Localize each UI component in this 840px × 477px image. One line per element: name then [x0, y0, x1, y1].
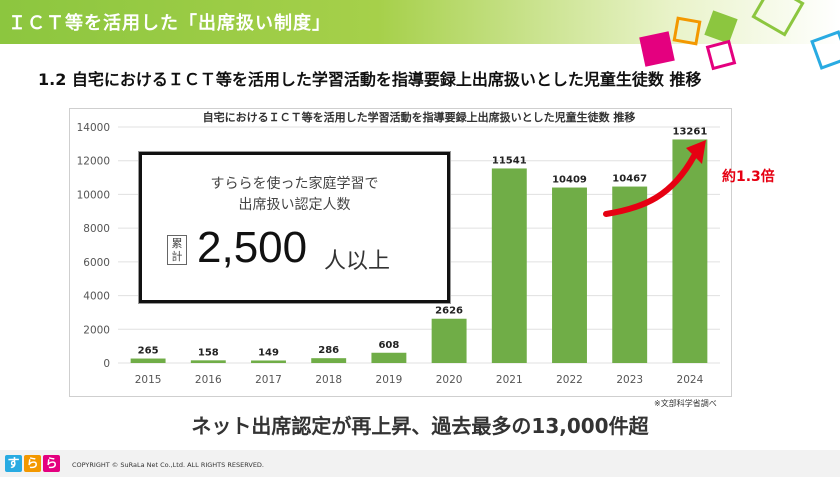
conclusion-text: ネット出席認定が再上昇、過去最多の13,000件超	[191, 414, 649, 438]
bar	[491, 168, 527, 363]
growth-arrow-icon	[603, 140, 706, 217]
cumulative-number: 2,500	[197, 223, 308, 272]
bar	[130, 358, 166, 363]
data-label: 13261	[673, 126, 708, 137]
y-tick-label: 6000	[83, 257, 110, 269]
cumulative-callout: すららを使った家庭学習で 出席扱い認定人数 累計 2,500 人以上	[139, 152, 450, 303]
y-tick-label: 8000	[83, 223, 110, 235]
callout-line2: 出席扱い認定人数	[238, 197, 351, 213]
x-tick-label: 2018	[315, 374, 342, 386]
y-tick-label: 14000	[77, 122, 110, 134]
x-tick-label: 2017	[255, 374, 282, 386]
callout-line1: すららを使った家庭学習で	[210, 176, 379, 192]
data-label: 2626	[435, 306, 463, 317]
decorative-squares	[639, 0, 840, 71]
bar	[552, 187, 587, 363]
y-tick-label: 10000	[77, 189, 110, 201]
y-tick-label: 12000	[77, 156, 110, 168]
data-label: 265	[138, 346, 159, 357]
bar	[311, 358, 347, 363]
surala-logo: す ら ら	[5, 455, 62, 472]
bar	[612, 186, 648, 363]
y-tick-label: 0	[103, 358, 110, 370]
x-tick-label: 2020	[436, 374, 463, 386]
bar	[371, 352, 407, 363]
bar	[251, 360, 286, 363]
chart-title: 自宅におけるＩＣＴ等を活用した学習活動を指導要録上出席扱いとした児童生徒数 推移	[203, 110, 636, 124]
x-tick-label: 2015	[135, 374, 162, 386]
bar-chart: 自宅におけるＩＣＴ等を活用した学習活動を指導要録上出席扱いとした児童生徒数 推移…	[77, 110, 720, 386]
data-label: 11541	[492, 155, 527, 166]
data-label: 10467	[612, 174, 647, 185]
x-tick-label: 2024	[677, 374, 704, 386]
x-tick-label: 2022	[556, 374, 583, 386]
cumulative-badge: 累計	[167, 235, 187, 265]
bar	[431, 318, 467, 363]
logo-char-1: す	[5, 455, 22, 472]
data-label: 10409	[552, 175, 587, 186]
x-tick-label: 2019	[376, 374, 403, 386]
y-tick-label: 4000	[83, 291, 110, 303]
data-label: 149	[258, 347, 279, 358]
footer-bar	[0, 450, 840, 477]
x-tick-label: 2021	[496, 374, 523, 386]
data-label: 158	[198, 347, 219, 358]
copyright-text: COPYRIGHT © SuRaLa Net Co.,Ltd. ALL RIGH…	[72, 461, 264, 469]
cumulative-unit: 人以上	[324, 249, 391, 274]
logo-char-2: ら	[24, 455, 41, 472]
growth-multiplier: 約1.3倍	[722, 169, 775, 185]
x-tick-label: 2016	[195, 374, 222, 386]
x-tick-label: 2023	[616, 374, 643, 386]
data-label: 608	[378, 340, 399, 351]
bar	[190, 360, 226, 363]
logo-char-3: ら	[43, 455, 60, 472]
y-tick-label: 2000	[83, 324, 110, 336]
page-title: ＩＣＴ等を活用した「出席扱い制度」	[8, 13, 331, 34]
section-subtitle: 1.2 自宅におけるＩＣＴ等を活用した学習活動を指導要録上出席扱いとした児童生徒…	[38, 70, 702, 89]
source-note: ※文部科学省調べ	[654, 399, 717, 408]
data-label: 286	[318, 345, 339, 356]
